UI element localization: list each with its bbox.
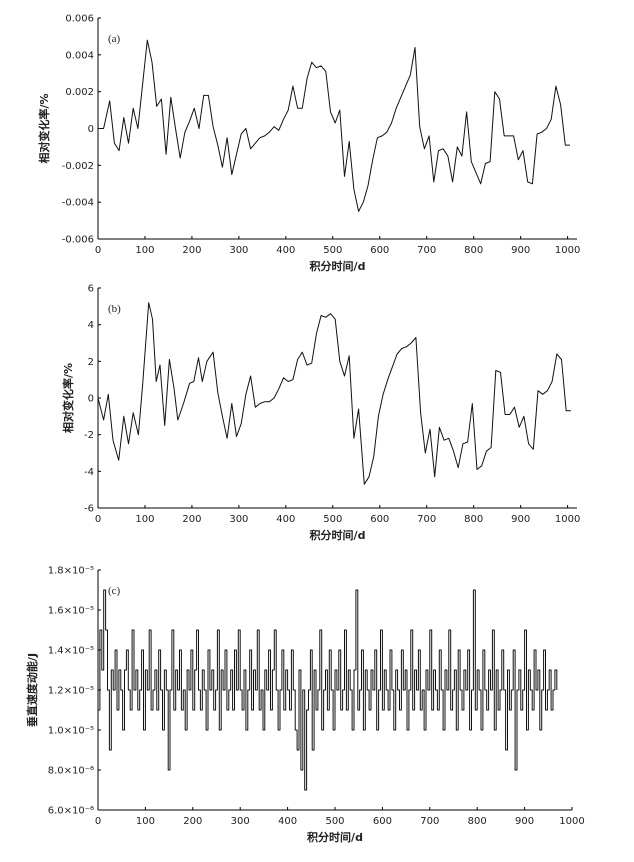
y-tick-label: 1.2×10⁻⁵ xyxy=(48,686,94,697)
x-tick-label: 100 xyxy=(135,245,154,256)
y-tick-label: 6.0×10⁻⁶ xyxy=(48,806,94,817)
x-axis-label: 积分时间/d xyxy=(307,830,363,844)
y-tick-label: 1.4×10⁻⁵ xyxy=(48,646,94,657)
y-tick-label: 0.002 xyxy=(65,87,94,98)
y-tick-label: 0.006 xyxy=(65,14,94,25)
y-tick-label: 1.6×10⁻⁵ xyxy=(48,606,94,617)
x-tick-label: 700 xyxy=(420,816,439,827)
y-tick-label: 2 xyxy=(88,357,94,368)
y-tick-label: 8.0×10⁻⁶ xyxy=(48,766,94,777)
y-tick-label: 0 xyxy=(88,394,94,405)
x-tick-label: 900 xyxy=(511,245,530,256)
x-tick-label: 1000 xyxy=(555,514,580,525)
x-tick-label: 800 xyxy=(464,514,483,525)
x-tick-label: 400 xyxy=(276,514,295,525)
x-tick-label: 200 xyxy=(183,816,202,827)
x-tick-label: 800 xyxy=(468,816,487,827)
x-tick-label: 200 xyxy=(182,514,201,525)
series-line xyxy=(97,302,571,485)
x-tick-label: 700 xyxy=(417,514,436,525)
series-line xyxy=(98,589,558,791)
x-tick-label: 400 xyxy=(278,816,297,827)
x-tick-label: 100 xyxy=(135,514,154,525)
x-tick-label: 500 xyxy=(325,816,344,827)
x-tick-label: 500 xyxy=(323,514,342,525)
x-tick-label: 0 xyxy=(95,816,101,827)
y-tick-label: 4 xyxy=(88,320,94,331)
y-tick-label: -0.002 xyxy=(62,161,94,172)
y-tick-label: -4 xyxy=(84,467,94,478)
y-tick-label: -2 xyxy=(84,430,94,441)
y-tick-label: 0 xyxy=(88,124,94,135)
y-tick-label: 6 xyxy=(88,284,94,295)
x-tick-label: 700 xyxy=(417,245,436,256)
x-tick-label: 0 xyxy=(95,245,101,256)
y-tick-label: 1.8×10⁻⁵ xyxy=(48,566,94,577)
y-axis-label: 相对变化率/% xyxy=(37,93,51,163)
y-axis-label: 相对变化率/% xyxy=(61,363,75,433)
y-tick-label: -0.006 xyxy=(62,235,94,246)
x-tick-label: 300 xyxy=(231,816,250,827)
x-tick-label: 300 xyxy=(229,245,248,256)
x-tick-label: 1000 xyxy=(559,816,584,827)
x-tick-label: 600 xyxy=(370,245,389,256)
chart-panel-3: 0 100 200 300 400 500 600 700 800 900 1000 6.0×10⁻⁶… xyxy=(25,566,585,845)
x-tick-label: 400 xyxy=(276,245,295,256)
x-tick-label: 900 xyxy=(511,514,530,525)
x-tick-label: 100 xyxy=(136,816,155,827)
x-tick-label: 200 xyxy=(182,245,201,256)
y-tick-label: 0.004 xyxy=(65,50,94,61)
x-tick-label: 800 xyxy=(464,245,483,256)
chart-panel-2: 0 100 200 300 400 500 600 700 800 900 1000 -6 -4 -2 0 2… xyxy=(61,284,580,543)
x-axis-label: 积分时间/d xyxy=(310,528,366,542)
y-tick-label: -6 xyxy=(84,504,94,515)
y-tick-label: 1.0×10⁻⁵ xyxy=(48,726,94,737)
panel-label: (c) xyxy=(108,585,121,597)
x-tick-label: 900 xyxy=(515,816,534,827)
chart-panel-1: 0 100 200 300 400 500 600 700 800 900 1000 -0.006 -0… xyxy=(37,14,580,274)
x-tick-label: 1000 xyxy=(555,245,580,256)
x-tick-label: 600 xyxy=(370,514,389,525)
x-tick-label: 300 xyxy=(229,514,248,525)
y-tick-label: -0.004 xyxy=(62,198,94,209)
y-axis-label: 垂直速度动能/J xyxy=(25,653,39,727)
x-tick-label: 500 xyxy=(323,245,342,256)
series-line xyxy=(98,39,570,212)
x-axis-label: 积分时间/d xyxy=(310,259,366,273)
panel-label: (b) xyxy=(108,303,121,315)
panel-label: (a) xyxy=(108,33,121,45)
x-tick-label: 0 xyxy=(95,514,101,525)
x-tick-label: 600 xyxy=(373,816,392,827)
